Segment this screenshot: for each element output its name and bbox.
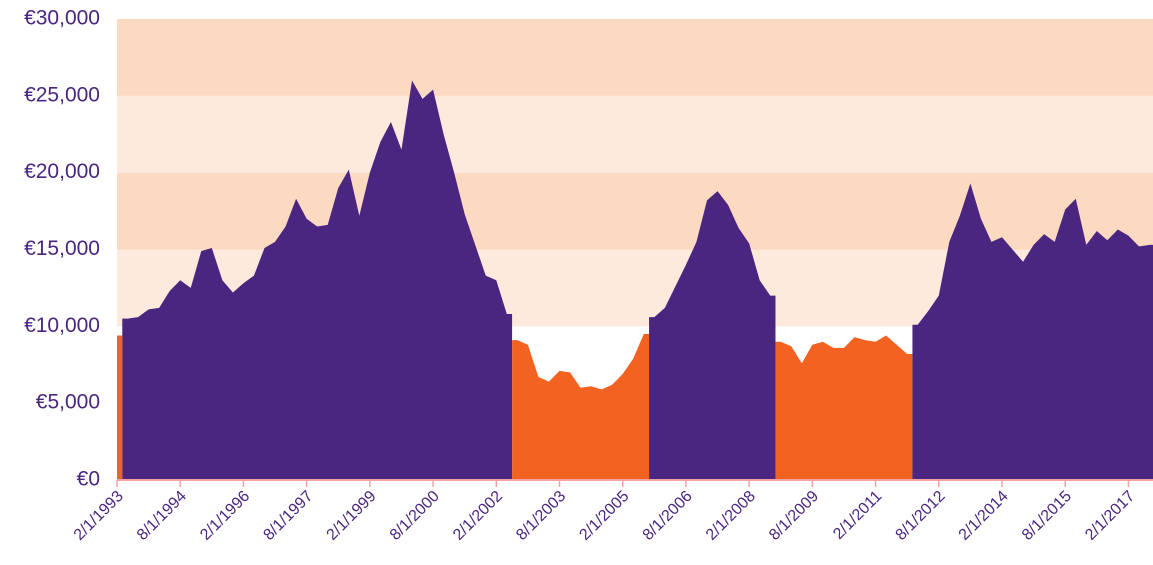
- y-tick-label: €5,000: [36, 391, 100, 414]
- area: [512, 334, 650, 480]
- x-tick-label: 2/1/2014: [956, 488, 1012, 544]
- x-tick-label: 2/1/2005: [576, 488, 632, 544]
- x-tick-label: 8/1/2012: [893, 488, 949, 544]
- x-tick-label: 2/1/1996: [197, 488, 253, 544]
- x-tick-label: 2/1/2008: [703, 488, 759, 544]
- area: [912, 183, 1153, 480]
- x-tick-label: 2/1/2011: [830, 488, 885, 543]
- y-tick-label: €10,000: [24, 314, 100, 337]
- y-tick-label: €25,000: [24, 83, 100, 106]
- x-tick-label: 2/1/1993: [71, 488, 127, 544]
- band: [117, 95, 1153, 173]
- y-tick-label: €30,000: [24, 7, 100, 30]
- x-tick-label: 8/1/1997: [260, 488, 316, 544]
- area: [117, 335, 123, 480]
- area: [649, 191, 776, 480]
- y-tick-label: €15,000: [24, 237, 100, 260]
- y-tick-label: €20,000: [24, 160, 100, 183]
- x-tick-label: 2/1/2017: [1082, 488, 1138, 544]
- x-tick-label: 8/1/2006: [640, 488, 696, 544]
- x-tick-label: 8/1/1994: [134, 488, 190, 544]
- x-tick-label: 2/1/1999: [324, 488, 380, 544]
- area: [122, 80, 513, 480]
- x-tick-label: 8/1/2003: [513, 488, 569, 544]
- x-tick-label: 2/1/2002: [450, 488, 506, 544]
- area: [775, 335, 913, 480]
- band: [117, 172, 1153, 250]
- x-tick-label: 8/1/2015: [1019, 488, 1075, 544]
- y-tick-label: €0: [77, 468, 100, 491]
- x-tick-label: 8/1/2000: [387, 488, 443, 544]
- band: [117, 19, 1153, 96]
- x-tick-label: 8/1/2009: [766, 488, 822, 544]
